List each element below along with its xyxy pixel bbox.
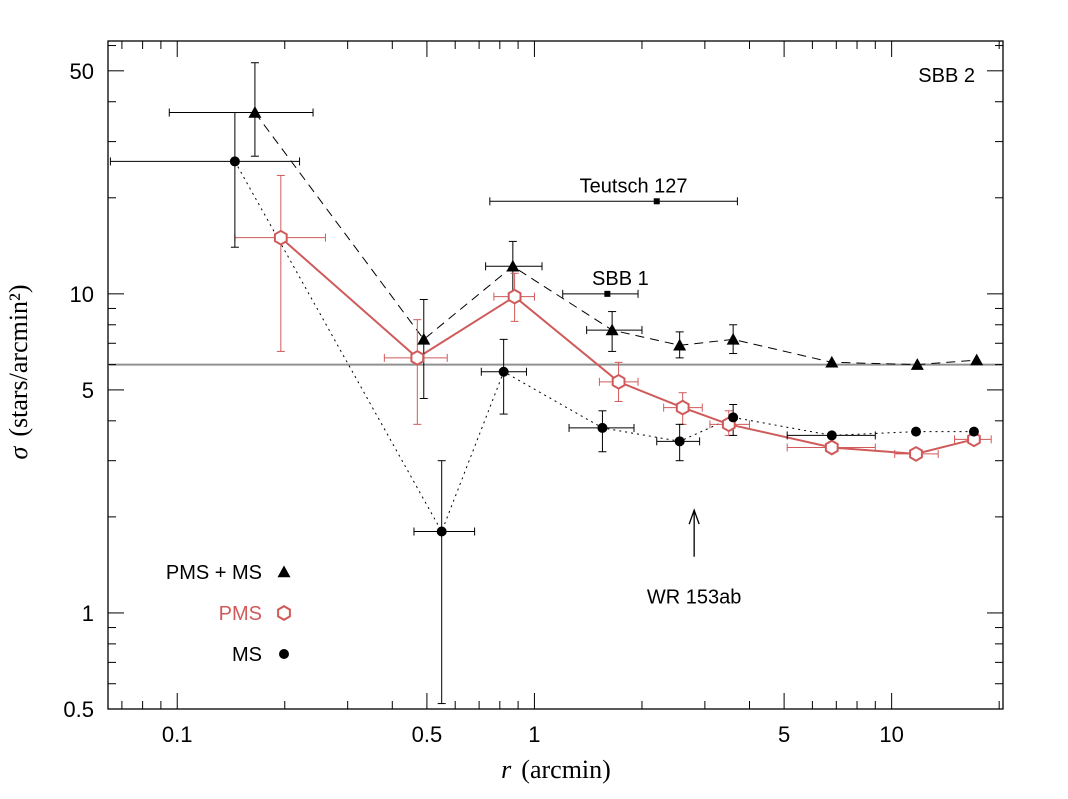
plot-frame [107,40,1004,710]
data-point-pms [967,431,981,448]
cluster-point [653,198,660,205]
data-point-pms-ms [248,106,262,118]
data-points [229,106,984,537]
x-axis-unit: (arcmin) [521,755,611,784]
data-point-pms [909,445,923,462]
legend: PMS + MS PMS MS [166,562,291,666]
data-point-ms [229,156,240,167]
annotation-arrowhead [688,508,700,525]
y-tick-label: 0.5 [63,697,94,722]
data-point-ms [498,366,509,377]
cluster-markers: Teutsch 127 SBB 1 [489,175,738,298]
data-point-pms-ms [417,332,431,345]
series-line-pms-ms [254,112,977,366]
data-point-ms [968,426,979,437]
data-point-pms-ms [673,338,687,351]
data-point-pms [611,373,626,390]
y-tick-label: 50 [70,59,94,84]
data-point-pms [410,349,425,366]
data-point-ms [910,426,921,437]
chart-title: SBB 2 [918,65,975,87]
cluster-label: Teutsch 127 [580,175,688,197]
data-point-pms [507,288,522,305]
wr-annotation: WR 153ab [647,508,742,609]
cluster-label: SBB 1 [592,268,649,290]
annotation-label: WR 153ab [647,587,742,609]
y-tick-label: 5 [82,378,94,403]
data-point-ms [597,422,608,433]
legend-label: MS [232,644,262,666]
data-point-ms [728,412,739,423]
legend-marker [277,565,291,578]
axes: 0.1 0.5 1 5 10 0.5 1 5 10 50 [63,41,1003,747]
data-point-pms [273,229,288,246]
y-axis-title: σ (stars/arcmin²) [4,284,33,459]
legend-label: PMS + MS [166,562,262,584]
data-point-pms [824,439,839,456]
data-point-pms-ms [825,355,839,368]
legend-marker [279,649,289,659]
plot-area [107,40,1004,710]
data-point-pms [675,399,690,416]
data-point-pms-ms [506,259,520,272]
data-point-ms [674,436,685,447]
x-axis-title: r (arcmin) [501,755,611,784]
data-point-pms-ms [970,353,984,366]
x-axis-var: r [501,755,512,784]
data-point-pms-ms [726,332,740,345]
series-line-ms [234,161,974,533]
data-point-pms-ms [605,323,619,336]
data-point-pms-ms [910,358,924,370]
y-tick-label: 10 [70,282,94,307]
legend-label: PMS [219,603,262,625]
x-tick-label: 10 [879,722,903,747]
data-point-ms [826,430,837,441]
x-tick-label: 5 [778,722,790,747]
y-tick-label: 1 [82,601,94,626]
legend-marker [277,605,291,621]
y-axis-unit: (stars/arcmin²) [4,284,33,436]
data-point-ms [436,526,447,537]
x-tick-label: 1 [528,722,540,747]
cluster-point [604,290,611,297]
x-tick-label: 0.1 [162,722,193,747]
x-tick-label: 0.5 [412,722,443,747]
y-axis-var: σ [4,446,33,460]
